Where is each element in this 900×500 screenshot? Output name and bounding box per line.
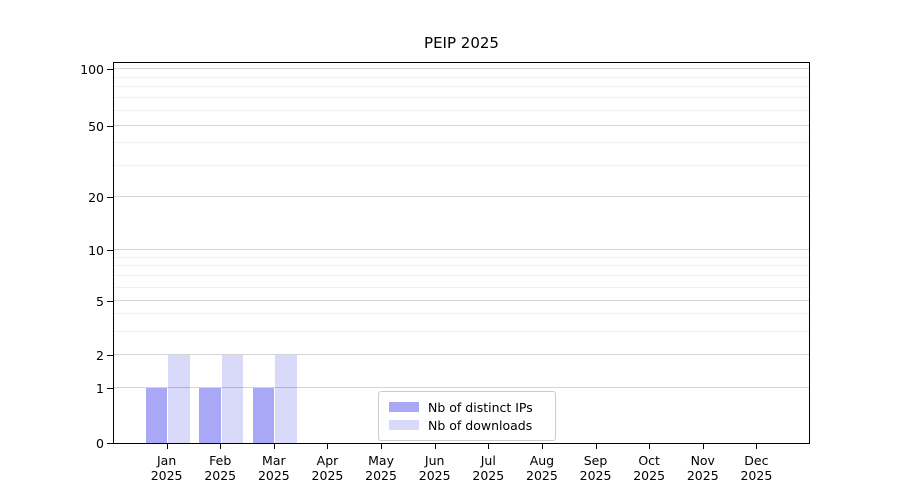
- y-minor-gridline: [114, 97, 809, 98]
- bars-layer: [114, 63, 809, 443]
- x-tick-label: Mar 2025: [257, 453, 290, 483]
- x-tick: [434, 444, 436, 449]
- legend-row-downloads: Nb of downloads: [389, 418, 545, 433]
- legend-swatch-downloads: [389, 420, 419, 430]
- y-tick-label: 1: [96, 381, 104, 396]
- legend-label-downloads: Nb of downloads: [428, 417, 533, 433]
- y-tick-label: 20: [88, 190, 104, 205]
- y-major-gridline: [114, 196, 809, 197]
- bar-downloads-mar: [275, 355, 297, 443]
- x-tick: [595, 444, 597, 449]
- y-major-gridline: [114, 125, 809, 126]
- y-tick-label: 10: [88, 243, 104, 258]
- x-tick-label: Feb 2025: [204, 453, 237, 483]
- y-tick-label: 5: [96, 294, 104, 309]
- y-major-gridline: [114, 300, 809, 301]
- y-tick-label: 0: [96, 436, 104, 451]
- y-major-gridline: [114, 68, 809, 69]
- plot-area: [113, 62, 810, 444]
- x-tick-label: Jun 2025: [418, 453, 451, 483]
- y-tick-label: 50: [88, 119, 104, 134]
- y-tick: [107, 126, 113, 127]
- y-minor-gridline: [114, 86, 809, 87]
- y-minor-gridline: [114, 142, 809, 143]
- x-tick: [166, 444, 168, 449]
- bar-ips-mar: [252, 388, 275, 443]
- y-tick-label: 2: [96, 348, 104, 363]
- legend-swatch-ips: [389, 402, 419, 412]
- y-tick: [107, 301, 113, 302]
- legend-label-ips: Nb of distinct IPs: [428, 399, 533, 415]
- bar-ips-jan: [145, 388, 168, 443]
- x-tick: [327, 444, 329, 449]
- x-tick: [381, 444, 383, 449]
- x-tick-label: Jan 2025: [150, 453, 183, 483]
- y-minor-gridline: [114, 275, 809, 276]
- y-minor-gridline: [114, 165, 809, 166]
- x-tick-label: Jul 2025: [472, 453, 505, 483]
- y-minor-gridline: [114, 287, 809, 288]
- y-minor-gridline: [114, 257, 809, 258]
- bar-downloads-feb: [221, 355, 244, 443]
- y-minor-gridline: [114, 110, 809, 111]
- x-tick: [488, 444, 490, 449]
- x-tick-label: Sep 2025: [579, 453, 612, 483]
- x-tick-label: Oct 2025: [633, 453, 666, 483]
- minor-gridlines-layer: [114, 63, 809, 443]
- x-tick-label: Nov 2025: [686, 453, 719, 483]
- y-major-gridline: [114, 354, 809, 355]
- x-tick-label: May 2025: [365, 453, 397, 483]
- bar-ips-feb: [199, 388, 221, 443]
- y-minor-gridline: [114, 265, 809, 266]
- x-tick: [702, 444, 704, 449]
- x-tick: [220, 444, 222, 449]
- bar-downloads-jan: [168, 355, 190, 443]
- y-tick: [107, 250, 113, 251]
- y-tick-label: 100: [80, 62, 104, 77]
- y-tick: [107, 388, 113, 389]
- major-gridlines-layer: [114, 63, 809, 443]
- y-tick: [107, 355, 113, 356]
- x-tick: [273, 444, 275, 449]
- chart-title: PEIP 2025: [424, 34, 499, 52]
- y-minor-gridline: [114, 313, 809, 314]
- y-major-gridline: [114, 249, 809, 250]
- y-minor-gridline: [114, 331, 809, 332]
- y-major-gridline: [114, 387, 809, 388]
- y-tick: [107, 197, 113, 198]
- y-tick: [107, 69, 113, 70]
- legend-row-ips: Nb of distinct IPs: [389, 400, 545, 415]
- x-tick-label: Dec 2025: [740, 453, 773, 483]
- y-tick: [107, 443, 113, 444]
- x-tick-label: Apr 2025: [311, 453, 344, 483]
- legend: Nb of distinct IPs Nb of downloads: [378, 391, 556, 441]
- x-tick: [756, 444, 758, 449]
- x-tick: [649, 444, 651, 449]
- x-tick: [541, 444, 543, 449]
- x-tick-label: Aug 2025: [526, 453, 558, 483]
- y-minor-gridline: [114, 77, 809, 78]
